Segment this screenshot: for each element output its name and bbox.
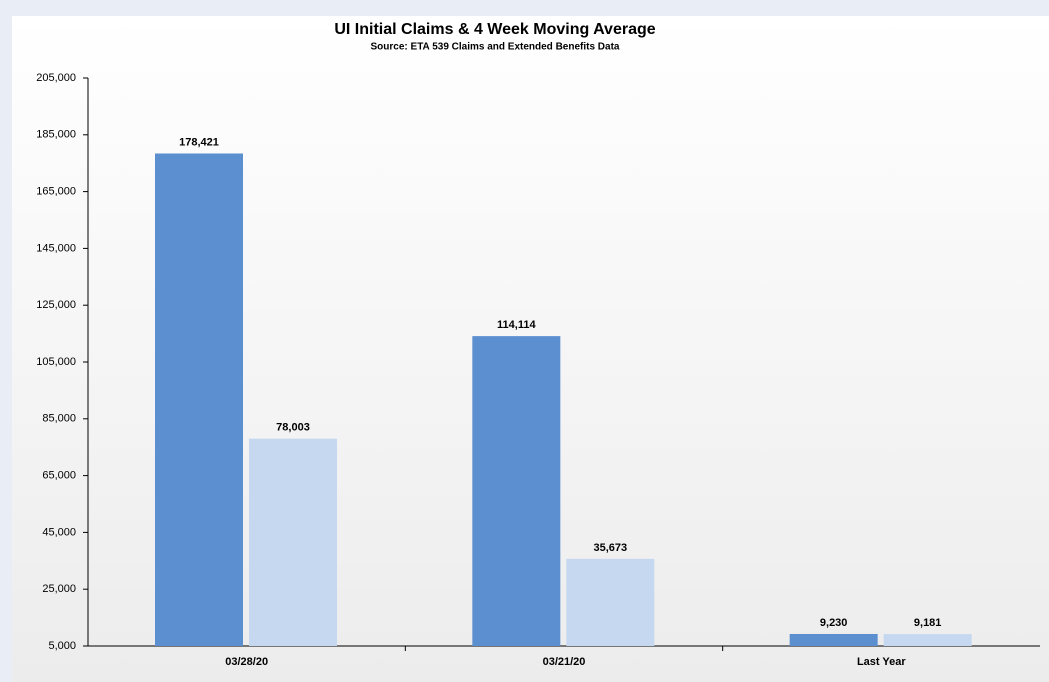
y-tick-label: 25,000 bbox=[42, 583, 76, 595]
value-label: 78,003 bbox=[276, 422, 310, 434]
chart-title: UI Initial Claims & 4 Week Moving Averag… bbox=[334, 21, 655, 38]
x-tick-label: 03/28/20 bbox=[225, 656, 268, 668]
y-tick-label: 205,000 bbox=[36, 72, 76, 84]
y-tick-label: 45,000 bbox=[42, 526, 76, 538]
chart-subtitle: Source: ETA 539 Claims and Extended Bene… bbox=[371, 42, 620, 53]
bar bbox=[472, 336, 561, 646]
bar bbox=[566, 558, 655, 646]
y-tick-label: 105,000 bbox=[36, 356, 76, 368]
value-label: 114,114 bbox=[497, 319, 536, 331]
x-tick-label: Last Year bbox=[857, 656, 906, 668]
y-tick-label: 165,000 bbox=[36, 186, 76, 198]
bar bbox=[155, 153, 243, 646]
bar bbox=[883, 634, 972, 646]
value-label: 9,181 bbox=[914, 617, 942, 629]
bar bbox=[249, 438, 337, 646]
y-tick-label: 5,000 bbox=[48, 640, 76, 652]
y-tick-label: 65,000 bbox=[42, 470, 76, 482]
y-tick-label: 85,000 bbox=[42, 413, 76, 425]
value-label: 35,673 bbox=[594, 542, 628, 554]
value-label: 9,230 bbox=[820, 617, 848, 629]
bar bbox=[789, 633, 878, 646]
y-tick-label: 125,000 bbox=[36, 299, 76, 311]
value-label: 178,421 bbox=[179, 136, 219, 148]
y-tick-label: 185,000 bbox=[36, 129, 76, 141]
y-tick-label: 145,000 bbox=[36, 242, 76, 254]
x-tick-label: 03/21/20 bbox=[543, 656, 586, 668]
